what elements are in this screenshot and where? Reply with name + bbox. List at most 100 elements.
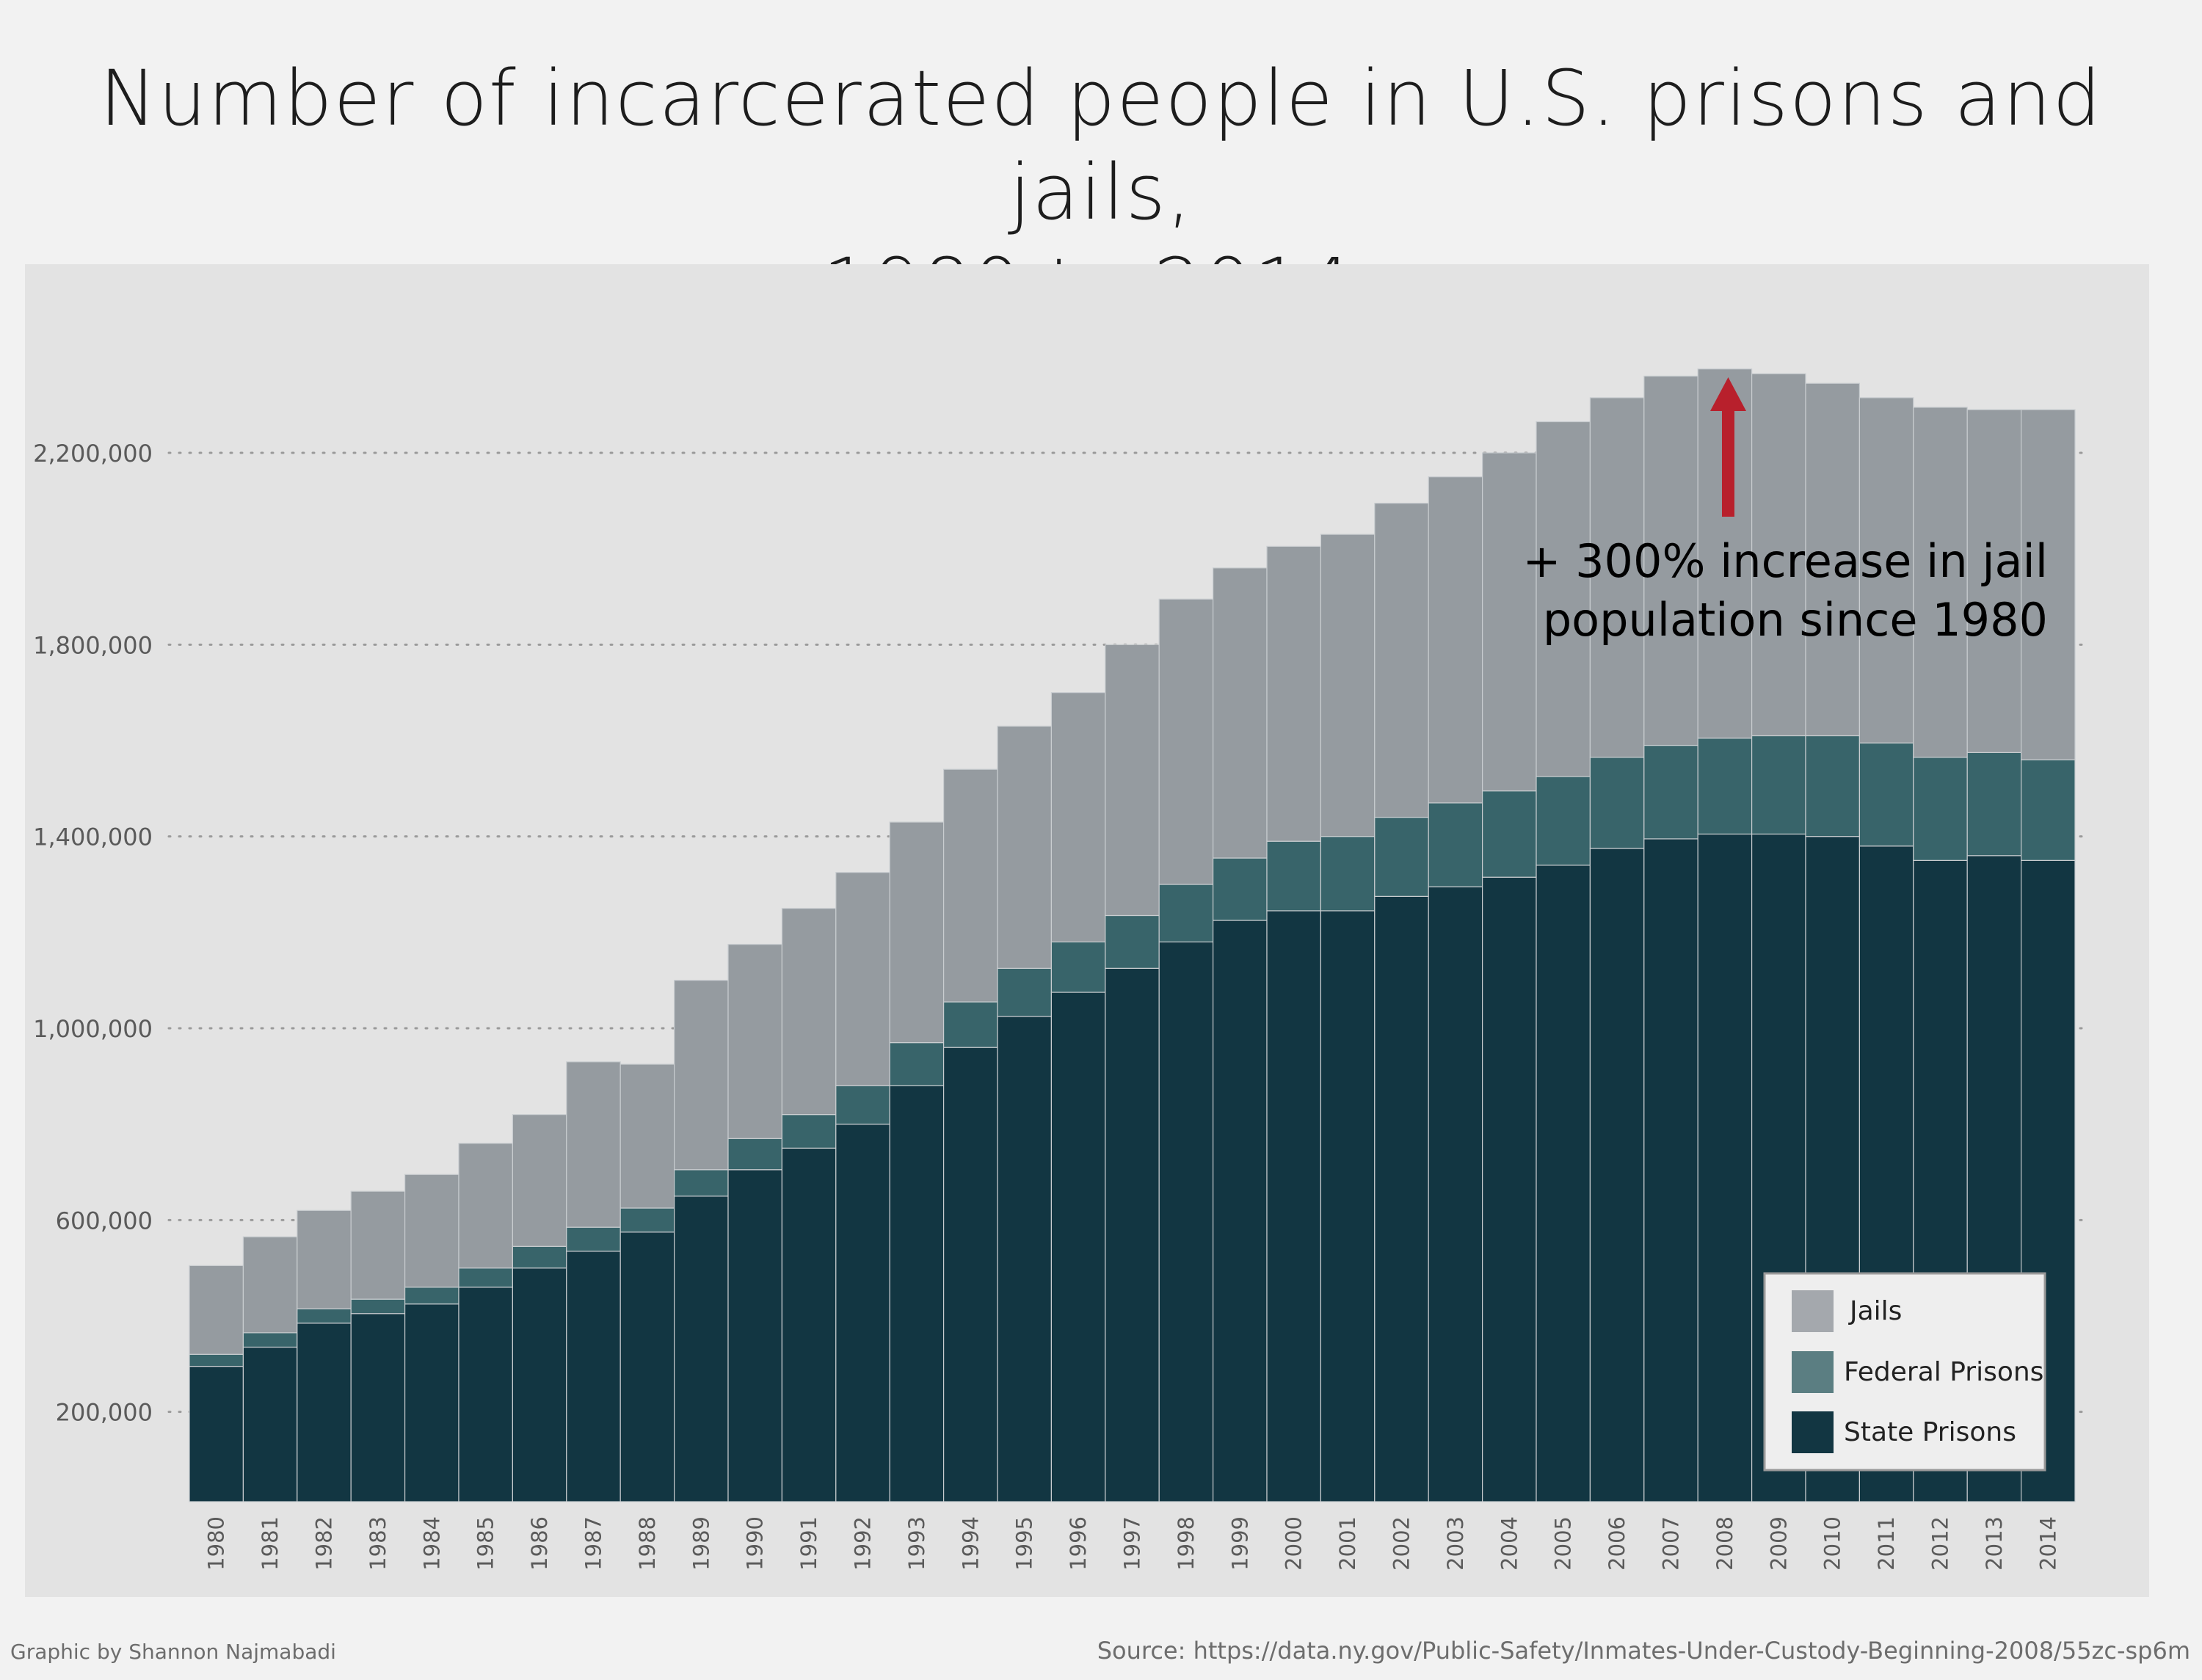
- bar-state-1999: [1213, 920, 1267, 1502]
- x-tick-label: 1994: [958, 1516, 983, 1571]
- bar-federal-1986: [512, 1246, 566, 1268]
- x-tick-label: 2004: [1497, 1516, 1522, 1571]
- bar-federal-2011: [1859, 743, 1913, 846]
- x-tick-label: 1990: [743, 1516, 768, 1571]
- bar-federal-1999: [1213, 858, 1267, 920]
- x-tick-label: 2002: [1389, 1516, 1414, 1571]
- bar-state-2006: [1590, 848, 1643, 1502]
- bar-federal-2002: [1375, 818, 1428, 897]
- bar-federal-1987: [567, 1227, 620, 1251]
- bar-state-2003: [1428, 887, 1482, 1502]
- bar-state-2002: [1375, 896, 1428, 1502]
- bar-jails-1997: [1105, 644, 1159, 915]
- bar-federal-1982: [297, 1309, 351, 1323]
- bar-federal-1983: [351, 1299, 404, 1314]
- bar-federal-1981: [243, 1333, 297, 1348]
- bar-state-1982: [297, 1323, 351, 1502]
- y-tick-label: 1,400,000: [33, 823, 153, 851]
- bar-jails-1987: [567, 1062, 620, 1227]
- bar-state-1988: [620, 1232, 674, 1502]
- bar-federal-1994: [944, 1002, 998, 1047]
- bar-state-1991: [782, 1148, 835, 1502]
- bar-federal-2013: [1967, 752, 2021, 855]
- x-tick-label: 1998: [1174, 1516, 1199, 1571]
- bar-jails-1990: [728, 945, 782, 1139]
- bar-federal-1993: [890, 1043, 943, 1086]
- bar-federal-1998: [1159, 884, 1213, 942]
- bar-federal-2001: [1320, 837, 1374, 911]
- x-tick-label: 2000: [1282, 1516, 1307, 1571]
- bar-federal-1989: [675, 1170, 728, 1196]
- x-tick-label: 1992: [851, 1516, 876, 1571]
- y-tick-label: 2,200,000: [33, 440, 153, 468]
- bar-federal-1980: [189, 1354, 243, 1366]
- x-tick-label: 2010: [1820, 1516, 1845, 1571]
- bar-federal-2014: [2021, 760, 2075, 860]
- legend-swatch-state: [1792, 1411, 1834, 1453]
- x-tick-label: 2001: [1335, 1516, 1360, 1571]
- bar-state-1990: [728, 1170, 782, 1502]
- bar-jails-1992: [836, 873, 890, 1086]
- bar-jails-1988: [620, 1064, 674, 1208]
- bar-state-1997: [1105, 968, 1159, 1502]
- bar-state-1994: [944, 1047, 998, 1502]
- y-tick-label: 200,000: [56, 1399, 153, 1427]
- bar-jails-1983: [351, 1191, 404, 1299]
- bar-jails-1989: [675, 981, 728, 1170]
- bar-federal-2009: [1752, 735, 1806, 834]
- x-tick-label: 1984: [419, 1516, 444, 1571]
- x-tick-label: 1995: [1012, 1516, 1037, 1571]
- x-tick-label: 1982: [312, 1516, 337, 1571]
- bar-federal-1988: [620, 1208, 674, 1232]
- bar-federal-1997: [1105, 915, 1159, 968]
- x-tick-label: 2012: [1928, 1516, 1953, 1571]
- bar-state-1992: [836, 1124, 890, 1502]
- bar-jails-1994: [944, 769, 998, 1002]
- bar-state-1984: [405, 1304, 459, 1502]
- source-link[interactable]: Source: https://data.ny.gov/Public-Safet…: [1097, 1637, 2190, 1665]
- annotation-line-1: + 300% increase in jail: [1522, 534, 2048, 588]
- x-tick-label: 1993: [904, 1516, 929, 1571]
- bar-jails-1993: [890, 822, 943, 1043]
- bar-federal-2003: [1428, 803, 1482, 887]
- bar-jails-1999: [1213, 568, 1267, 858]
- x-tick-label: 2003: [1443, 1516, 1468, 1571]
- bar-jails-1995: [998, 726, 1051, 968]
- bar-jails-2000: [1267, 546, 1320, 841]
- bar-state-1985: [459, 1287, 512, 1502]
- bar-state-1981: [243, 1347, 297, 1502]
- bar-federal-2012: [1914, 757, 1967, 860]
- bar-jails-1986: [512, 1115, 566, 1247]
- x-tick-label: 1983: [366, 1516, 390, 1571]
- legend-label-federal-prisons: Federal Prisons: [1844, 1357, 2043, 1387]
- x-tick-label: 1999: [1227, 1516, 1252, 1571]
- x-axis-ticks: 1980 1981 1982 1983 1984 1985 1986 1987 1988 1989…: [204, 1516, 2061, 1571]
- x-tick-label: 2011: [1874, 1516, 1899, 1571]
- x-tick-label: 1997: [1120, 1516, 1145, 1571]
- x-tick-label: 2007: [1659, 1516, 1684, 1571]
- bar-federal-2007: [1644, 746, 1698, 839]
- x-tick-label: 2014: [2035, 1516, 2060, 1571]
- bar-jails-1991: [782, 909, 835, 1115]
- bar-jails-1980: [189, 1265, 243, 1354]
- x-tick-label: 2008: [1712, 1516, 1737, 1571]
- bar-federal-2005: [1536, 777, 1590, 865]
- x-tick-label: 1996: [1066, 1516, 1091, 1571]
- x-tick-label: 1980: [204, 1516, 229, 1571]
- x-tick-label: 1986: [527, 1516, 552, 1571]
- bar-state-2005: [1536, 865, 1590, 1502]
- bar-state-1998: [1159, 942, 1213, 1502]
- x-tick-label: 1985: [473, 1516, 498, 1571]
- legend: Jails Federal Prisons State Prisons: [1765, 1273, 2045, 1470]
- bar-jails-1985: [459, 1143, 512, 1268]
- y-tick-label: 600,000: [56, 1207, 153, 1234]
- bar-state-2001: [1320, 911, 1374, 1502]
- bar-state-1995: [998, 1017, 1051, 1502]
- bar-state-1986: [512, 1268, 566, 1502]
- bar-federal-2010: [1806, 735, 1859, 836]
- bar-jails-1996: [1051, 693, 1105, 942]
- x-tick-label: 2006: [1605, 1516, 1629, 1571]
- y-tick-label: 1,000,000: [33, 1015, 153, 1043]
- bar-jails-1982: [297, 1210, 351, 1309]
